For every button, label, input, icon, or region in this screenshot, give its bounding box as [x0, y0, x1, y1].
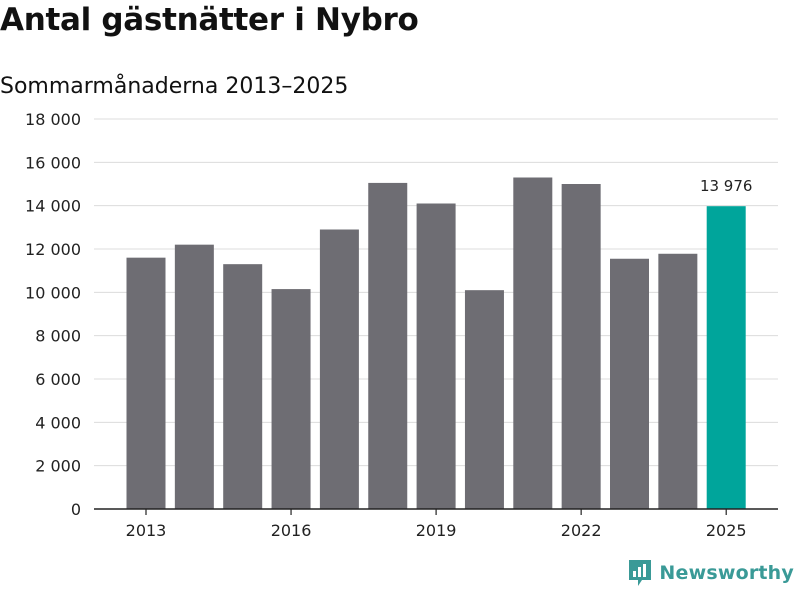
y-tick-label: 14 000	[25, 197, 81, 216]
bar	[464, 290, 504, 509]
bar	[223, 264, 263, 509]
x-tick-label: 2013	[126, 521, 167, 540]
y-tick-label: 0	[71, 500, 81, 519]
bar	[561, 184, 601, 509]
x-tick-label: 2025	[706, 521, 747, 540]
y-tick-label: 4 000	[35, 413, 81, 432]
bar	[513, 177, 553, 509]
x-tick-label: 2019	[416, 521, 457, 540]
y-tick-label: 6 000	[35, 370, 81, 389]
chart-subtitle: Sommarmånaderna 2013–2025	[0, 74, 349, 99]
bar-highlight	[706, 206, 746, 510]
bar	[368, 182, 408, 509]
y-tick-label: 8 000	[35, 327, 81, 346]
bar	[126, 257, 166, 509]
newsworthy-logo-icon	[629, 560, 652, 586]
y-tick-label: 18 000	[25, 110, 81, 129]
bar	[610, 258, 649, 509]
brand-name: Newsworthy	[659, 562, 794, 584]
y-tick-label: 12 000	[25, 240, 81, 259]
x-tick-label: 2016	[271, 521, 312, 540]
bar	[416, 203, 456, 509]
bar	[319, 229, 359, 509]
bar	[658, 253, 698, 509]
y-tick-label: 10 000	[25, 283, 81, 302]
chart-title: Antal gästnätter i Nybro	[0, 2, 419, 38]
y-tick-label: 2 000	[35, 457, 81, 476]
y-tick-label: 16 000	[25, 153, 81, 172]
bar	[271, 289, 311, 509]
newsworthy-brand: Newsworthy	[627, 558, 794, 588]
data-label: 13 976	[700, 177, 753, 195]
bar	[174, 244, 214, 509]
x-tick-label: 2022	[561, 521, 602, 540]
